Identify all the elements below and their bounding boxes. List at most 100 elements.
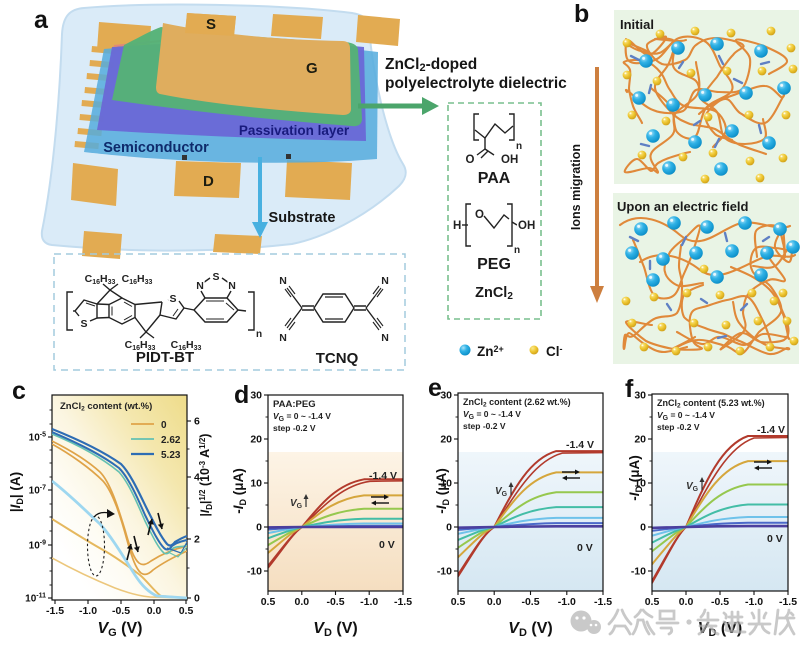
svg-text:2: 2: [194, 534, 200, 546]
svg-text:PIDT-BT: PIDT-BT: [136, 349, 194, 366]
svg-text:VD (V): VD (V): [508, 620, 552, 639]
svg-text:0: 0: [194, 593, 200, 605]
svg-text:N: N: [381, 332, 389, 344]
svg-text:-0.5: -0.5: [326, 596, 344, 608]
svg-text:0.0: 0.0: [147, 605, 162, 617]
svg-text:G: G: [306, 60, 318, 77]
svg-text:VG = 0 ~ -1.4 V: VG = 0 ~ -1.4 V: [463, 409, 521, 421]
svg-text:-ID (μA): -ID (μA): [627, 455, 644, 501]
svg-text:C16H33: C16H33: [85, 273, 116, 286]
svg-text:OH: OH: [501, 154, 518, 166]
svg-text:-1.5: -1.5: [594, 596, 612, 608]
svg-text:30: 30: [250, 390, 262, 402]
svg-text:20: 20: [440, 434, 452, 446]
svg-text:0 V: 0 V: [767, 533, 783, 545]
svg-text:N: N: [228, 280, 236, 292]
svg-text:b: b: [574, 0, 589, 28]
svg-text:6: 6: [194, 416, 200, 428]
svg-text:step -0.2 V: step -0.2 V: [657, 422, 700, 432]
svg-text:2.62: 2.62: [161, 435, 181, 446]
svg-text:0.5: 0.5: [261, 596, 276, 608]
svg-text:-1.0: -1.0: [360, 596, 378, 608]
svg-text:-1.0: -1.0: [79, 605, 97, 617]
svg-text:f: f: [625, 375, 634, 403]
svg-text:TCNQ: TCNQ: [316, 350, 359, 367]
svg-text:0: 0: [640, 522, 646, 534]
svg-text:-0.5: -0.5: [711, 596, 729, 608]
svg-text:d: d: [234, 381, 249, 409]
svg-text:D: D: [203, 173, 214, 190]
svg-text:S: S: [212, 271, 219, 283]
svg-text:-10: -10: [247, 566, 262, 578]
svg-text:n: n: [516, 141, 522, 152]
svg-text:0: 0: [446, 522, 452, 534]
svg-text:|ID| (A): |ID| (A): [8, 472, 25, 512]
svg-text:10-5: 10-5: [29, 432, 46, 444]
svg-text:-1.5: -1.5: [46, 605, 64, 617]
svg-text:VG (V): VG (V): [97, 620, 142, 639]
svg-text:0.5: 0.5: [451, 596, 466, 608]
svg-text:N: N: [279, 275, 287, 287]
svg-text:-1.5: -1.5: [779, 596, 797, 608]
svg-text:Semiconductor: Semiconductor: [103, 140, 209, 156]
svg-text:c: c: [12, 377, 26, 405]
svg-text:N: N: [279, 332, 287, 344]
svg-text:0: 0: [256, 522, 262, 534]
svg-text:ZnCl2 content (5.23 wt.%): ZnCl2 content (5.23 wt.%): [657, 398, 765, 410]
svg-text:S: S: [169, 293, 176, 305]
svg-text:n: n: [514, 245, 520, 256]
svg-text:PAA:PEG: PAA:PEG: [273, 399, 316, 410]
svg-text:20: 20: [634, 434, 646, 446]
svg-text:0 V: 0 V: [577, 542, 593, 554]
svg-text:10-9: 10-9: [29, 540, 46, 552]
svg-text:a: a: [34, 6, 49, 34]
svg-text:10-11: 10-11: [25, 593, 46, 605]
svg-text:10: 10: [440, 478, 452, 490]
svg-text:Zn2+: Zn2+: [477, 344, 504, 359]
svg-text:O: O: [466, 154, 475, 166]
svg-text:0 V: 0 V: [379, 539, 395, 551]
svg-text:0: 0: [161, 420, 167, 431]
svg-text:PAA: PAA: [478, 170, 511, 187]
svg-text:OH: OH: [518, 220, 535, 232]
svg-text:VG = 0 ~ -1.4 V: VG = 0 ~ -1.4 V: [273, 411, 331, 423]
svg-text:ZnCl2 content (2.62 wt.%): ZnCl2 content (2.62 wt.%): [463, 397, 571, 409]
svg-text:0.0: 0.0: [679, 596, 694, 608]
svg-text:N: N: [196, 280, 204, 292]
svg-text:|ID|1/2 (10-3 A1/2): |ID|1/2 (10-3 A1/2): [198, 434, 214, 517]
svg-text:ZnCl2 content (wt.%): ZnCl2 content (wt.%): [60, 401, 152, 413]
svg-text:ZnCl2-doped: ZnCl2-doped: [385, 56, 477, 74]
svg-text:30: 30: [634, 390, 646, 402]
svg-text:ZnCl2: ZnCl2: [475, 285, 513, 302]
svg-text:0.5: 0.5: [645, 596, 660, 608]
svg-text:-1.0: -1.0: [745, 596, 763, 608]
svg-text:H: H: [453, 220, 461, 232]
svg-text:4: 4: [194, 472, 200, 484]
svg-text:n: n: [256, 329, 262, 340]
svg-text:C16H33: C16H33: [122, 273, 153, 286]
svg-text:-10: -10: [437, 566, 452, 578]
svg-text:-10: -10: [631, 566, 646, 578]
svg-text:-0.5: -0.5: [521, 596, 539, 608]
svg-text:polyelectrolyte dielectric: polyelectrolyte dielectric: [385, 75, 567, 92]
svg-text:-ID (μA): -ID (μA): [231, 468, 248, 514]
svg-text:e: e: [428, 374, 442, 402]
svg-text:Ions migration: Ions migration: [569, 144, 583, 230]
svg-text:0.0: 0.0: [487, 596, 502, 608]
svg-text:VD (V): VD (V): [313, 620, 357, 639]
svg-text:S: S: [80, 318, 87, 330]
svg-text:10-7: 10-7: [29, 485, 46, 497]
svg-text:S: S: [206, 16, 216, 33]
svg-text:VG = 0 ~ -1.4 V: VG = 0 ~ -1.4 V: [657, 410, 715, 422]
svg-text:-1.4 V: -1.4 V: [566, 439, 594, 451]
svg-text:O: O: [475, 209, 484, 221]
svg-text:0.0: 0.0: [294, 596, 309, 608]
svg-text:Passivation layer: Passivation layer: [239, 123, 350, 138]
svg-text:Cl-: Cl-: [546, 344, 563, 359]
svg-text:10: 10: [250, 478, 262, 490]
svg-text:Initial: Initial: [620, 17, 654, 32]
svg-text:Upon an electric field: Upon an electric field: [617, 199, 749, 214]
svg-text:-1.4 V: -1.4 V: [369, 470, 397, 482]
svg-text:5.23: 5.23: [161, 450, 181, 461]
svg-text:20: 20: [250, 434, 262, 446]
